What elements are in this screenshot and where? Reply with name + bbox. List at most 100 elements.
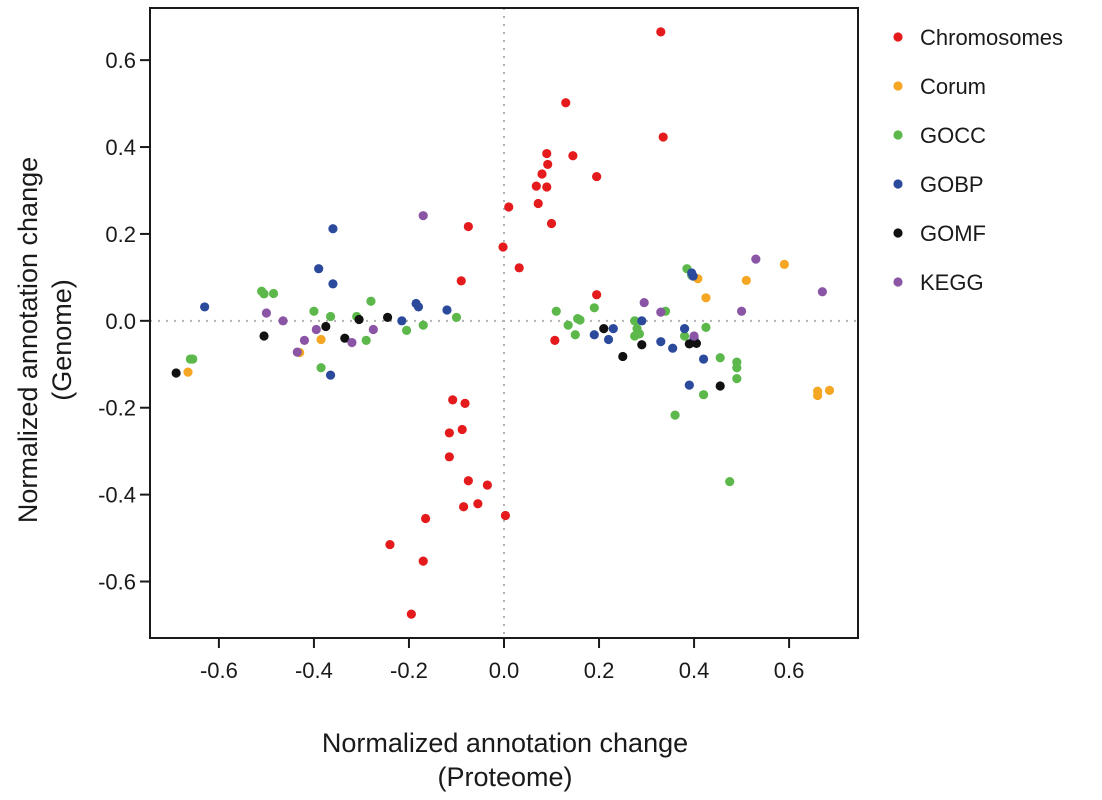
data-point [542,182,552,192]
data-point [459,502,469,512]
data-point [679,324,690,334]
x-tick-label: -0.6 [200,658,238,683]
legend: Chromosomes Corum GOCC GOBP GOMF KEGG [893,25,1063,295]
data-point [817,287,827,297]
legend-item-chromosomes: Chromosomes [893,25,1063,50]
legend-marker [893,130,903,140]
data-point [514,263,524,273]
data-point [668,343,678,353]
legend-label: Corum [920,74,986,99]
data-point [259,331,269,341]
legend-marker [893,228,903,238]
data-point [354,314,364,325]
data-point [575,315,585,325]
data-point [325,370,336,380]
data-point [328,224,338,234]
data-point [684,380,694,390]
legend-label: GOCC [920,123,986,148]
data-point [698,390,709,400]
data-point [656,307,666,317]
data-point [340,333,350,343]
data-point [736,306,747,316]
x-tick-label: -0.4 [295,658,333,683]
x-axis-label: Normalized annotation change (Proteome) [322,728,688,792]
series-gomf [171,312,725,391]
data-point [316,334,326,345]
y-tick-label: 0.6 [105,48,136,73]
data-point [259,289,269,299]
data-point [779,259,789,269]
data-point [451,312,462,322]
data-point [637,316,647,326]
data-point [361,335,371,345]
series-gocc [185,264,742,487]
data-point [603,334,614,345]
data-point [385,539,395,550]
data-point [456,276,466,286]
data-point [639,297,649,308]
series-gobp [200,224,709,390]
data-point [268,288,279,299]
legend-marker [893,81,903,91]
plot-frame [149,7,859,639]
data-point [500,510,511,521]
data-point [448,395,458,405]
data-point [546,218,557,229]
data-point [406,609,416,619]
data-point [382,312,393,322]
legend-marker [893,277,903,287]
y-tick-label: 0.2 [105,222,136,247]
x-axis-label-line-1: Normalized annotation change [322,728,688,758]
data-point [311,324,321,335]
data-point [732,374,742,384]
data-point [418,320,428,330]
x-tick-label: 0.6 [774,658,805,683]
data-point [347,337,357,348]
data-point [531,181,541,191]
data-point [368,324,378,335]
data-point [589,303,599,313]
x-axis-label-line-2: (Proteome) [437,762,572,792]
data-point [637,340,647,350]
data-point [316,363,326,373]
data-point [397,316,407,326]
data-point [325,311,336,322]
data-point [701,322,711,332]
y-axis-label: Normalized annotation change (Genome) [13,157,77,523]
data-point [473,499,483,509]
y-tick-label: -0.4 [98,483,136,508]
legend-marker [893,32,903,42]
data-point [418,211,428,221]
data-point [401,325,412,335]
data-point [570,330,580,340]
data-point [618,351,628,362]
data-point [630,316,640,326]
data-point [551,306,561,316]
legend-label: Chromosomes [920,25,1063,50]
data-point [592,171,602,182]
data-point [278,316,288,326]
y-tick-label: 0.0 [105,309,136,334]
data-point [533,198,543,209]
data-point [498,242,508,252]
data-point [688,271,698,281]
legend-item-corum: Corum [893,74,986,99]
reference-lines [150,8,858,638]
legend-item-gobp: GOBP [893,172,984,197]
data-point [689,331,699,341]
data-points [171,27,835,619]
data-point [630,331,640,341]
data-point [824,385,835,395]
y-axis-label-line-1: Normalized annotation change [13,157,43,523]
series-kegg [261,211,827,357]
legend-label: GOMF [920,221,986,246]
data-point [463,476,473,486]
data-point [670,410,680,420]
data-point [463,221,473,232]
data-point [185,354,195,364]
data-point [542,148,552,159]
data-point [701,293,711,303]
data-point [656,337,666,347]
data-point [444,428,454,438]
data-point [658,132,668,142]
